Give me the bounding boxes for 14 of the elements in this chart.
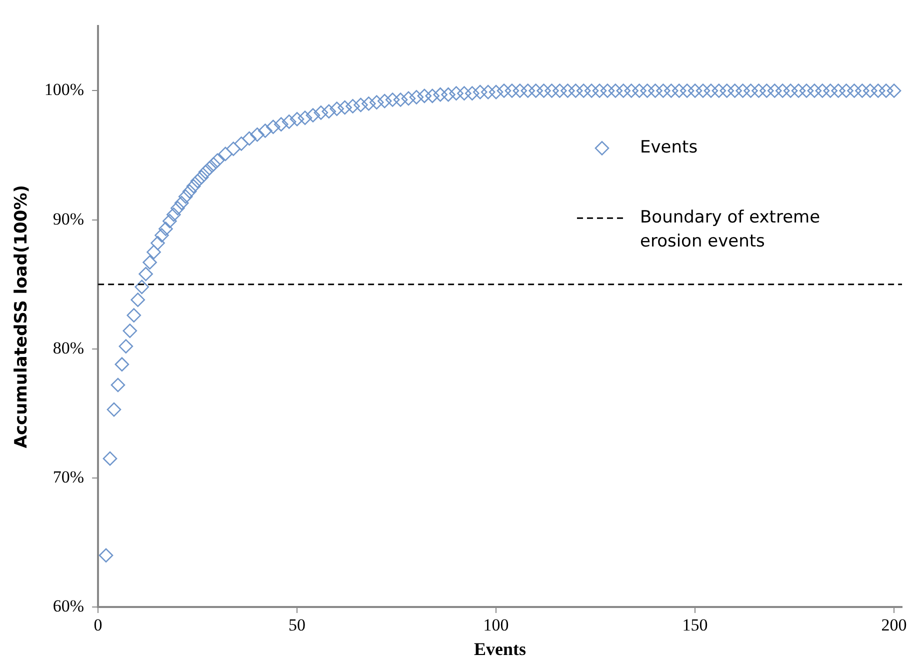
y-tick-label: 90% [52,209,84,228]
x-tick-label: 100 [483,616,509,635]
legend-label: Events [640,138,698,158]
x-tick-label: 0 [94,616,102,635]
x-tick-label: 200 [881,616,907,635]
x-tick-label: 150 [682,616,708,635]
y-tick-label: 100% [44,80,84,100]
y-axis-title: AccumulatedSS load(100%) [12,185,32,448]
x-tick-label: 50 [288,616,306,635]
y-tick-label: 70% [52,467,84,486]
x-axis-title: Events [474,638,526,659]
y-tick-label: 60% [52,596,84,616]
y-tick-label: 80% [52,338,84,358]
legend-label: Boundary of extreme erosion events [640,208,820,252]
